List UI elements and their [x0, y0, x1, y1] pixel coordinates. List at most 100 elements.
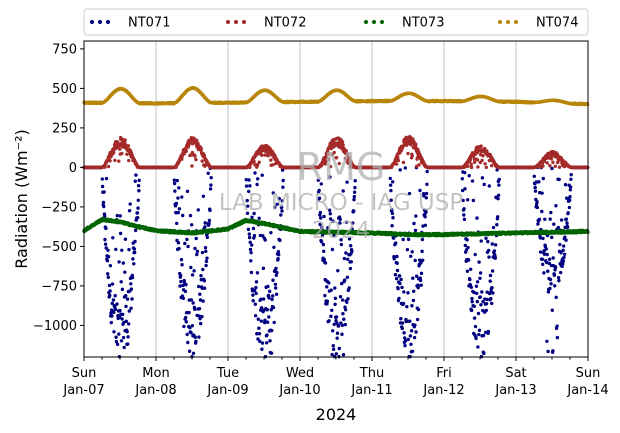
point-nt071	[256, 317, 260, 321]
point-nt071	[345, 300, 349, 305]
point-nt072	[269, 158, 273, 162]
point-nt071	[543, 217, 547, 221]
point-nt071	[181, 283, 185, 288]
point-nt071	[412, 221, 416, 226]
point-nt071	[120, 248, 124, 252]
point-nt071	[322, 214, 326, 219]
point-nt071	[192, 269, 196, 273]
point-nt071	[251, 298, 255, 303]
point-nt071	[400, 285, 404, 290]
point-nt071	[352, 197, 356, 202]
point-nt071	[349, 260, 353, 264]
point-nt071	[248, 240, 252, 244]
point-nt072	[123, 140, 127, 145]
point-nt071	[341, 189, 345, 193]
point-nt072	[103, 165, 107, 169]
point-nt071	[564, 217, 569, 221]
point-nt072	[252, 159, 256, 164]
point-nt072	[266, 153, 270, 158]
point-nt071	[195, 249, 200, 254]
point-nt071	[482, 351, 486, 356]
legend-label: NT072	[264, 16, 306, 31]
point-nt071	[194, 339, 198, 344]
point-nt071	[335, 336, 339, 340]
point-nt071	[343, 278, 347, 282]
point-nt071	[391, 215, 395, 220]
point-nt071	[265, 320, 270, 324]
point-nt071	[325, 285, 329, 289]
point-nt071	[251, 293, 255, 297]
point-nt071	[463, 187, 467, 191]
point-nt071	[537, 180, 541, 184]
point-nt071	[137, 189, 141, 193]
point-nt072	[194, 157, 198, 162]
point-nt071	[352, 190, 357, 194]
legend-label: NT074	[536, 16, 578, 31]
point-nt071	[488, 279, 492, 283]
point-nt071	[316, 178, 320, 182]
point-nt071	[395, 254, 399, 259]
point-nt071	[129, 282, 133, 286]
point-nt071	[343, 322, 347, 327]
point-nt071	[472, 290, 476, 295]
point-nt071	[403, 166, 407, 170]
point-nt071	[491, 291, 495, 295]
point-nt071	[532, 174, 536, 178]
point-nt071	[254, 285, 258, 290]
point-nt071	[469, 285, 473, 289]
point-nt072	[469, 162, 473, 167]
point-nt071	[535, 205, 539, 210]
point-nt072	[396, 158, 401, 163]
point-nt072	[108, 159, 112, 163]
point-nt071	[394, 241, 398, 245]
point-nt071	[198, 292, 202, 296]
point-nt071	[390, 223, 394, 228]
point-nt071	[413, 323, 417, 327]
point-nt071	[281, 185, 285, 189]
legend-marker	[90, 20, 94, 24]
point-nt071	[403, 336, 407, 340]
point-nt071	[389, 198, 393, 202]
point-nt071	[173, 189, 177, 193]
point-nt071	[118, 315, 122, 319]
point-nt071	[332, 322, 336, 326]
point-nt071	[553, 265, 558, 270]
point-nt071	[471, 198, 476, 203]
point-nt072	[481, 154, 485, 158]
point-nt071	[563, 235, 567, 239]
point-nt071	[492, 249, 497, 253]
point-nt071	[209, 183, 213, 187]
point-nt071	[350, 249, 354, 254]
point-nt071	[486, 329, 491, 334]
point-nt071	[489, 296, 493, 301]
point-nt071	[325, 299, 329, 303]
point-nt071	[540, 191, 544, 195]
point-nt071	[541, 236, 545, 241]
point-nt071	[400, 326, 404, 331]
point-nt071	[277, 196, 281, 201]
point-nt071	[177, 186, 181, 190]
point-nt071	[493, 243, 498, 247]
point-nt072	[401, 160, 406, 165]
legend-item-nt072: NT072	[226, 16, 306, 31]
point-nt071	[265, 341, 269, 345]
point-nt071	[185, 189, 190, 194]
point-nt071	[278, 238, 282, 243]
point-nt071	[549, 282, 553, 286]
point-nt071	[409, 342, 413, 346]
point-nt072	[417, 163, 421, 167]
point-nt071	[415, 274, 419, 278]
point-nt071	[108, 289, 112, 293]
point-nt071	[397, 274, 402, 278]
point-nt071	[488, 273, 493, 278]
point-nt071	[540, 257, 545, 261]
point-nt071	[199, 274, 203, 278]
point-nt071	[544, 247, 548, 251]
point-nt072	[118, 147, 122, 151]
point-nt071	[460, 177, 464, 181]
point-nt071	[469, 308, 474, 313]
point-nt071	[249, 250, 253, 255]
point-nt071	[350, 227, 354, 231]
point-nt071	[107, 283, 112, 288]
point-nt071	[552, 222, 556, 226]
